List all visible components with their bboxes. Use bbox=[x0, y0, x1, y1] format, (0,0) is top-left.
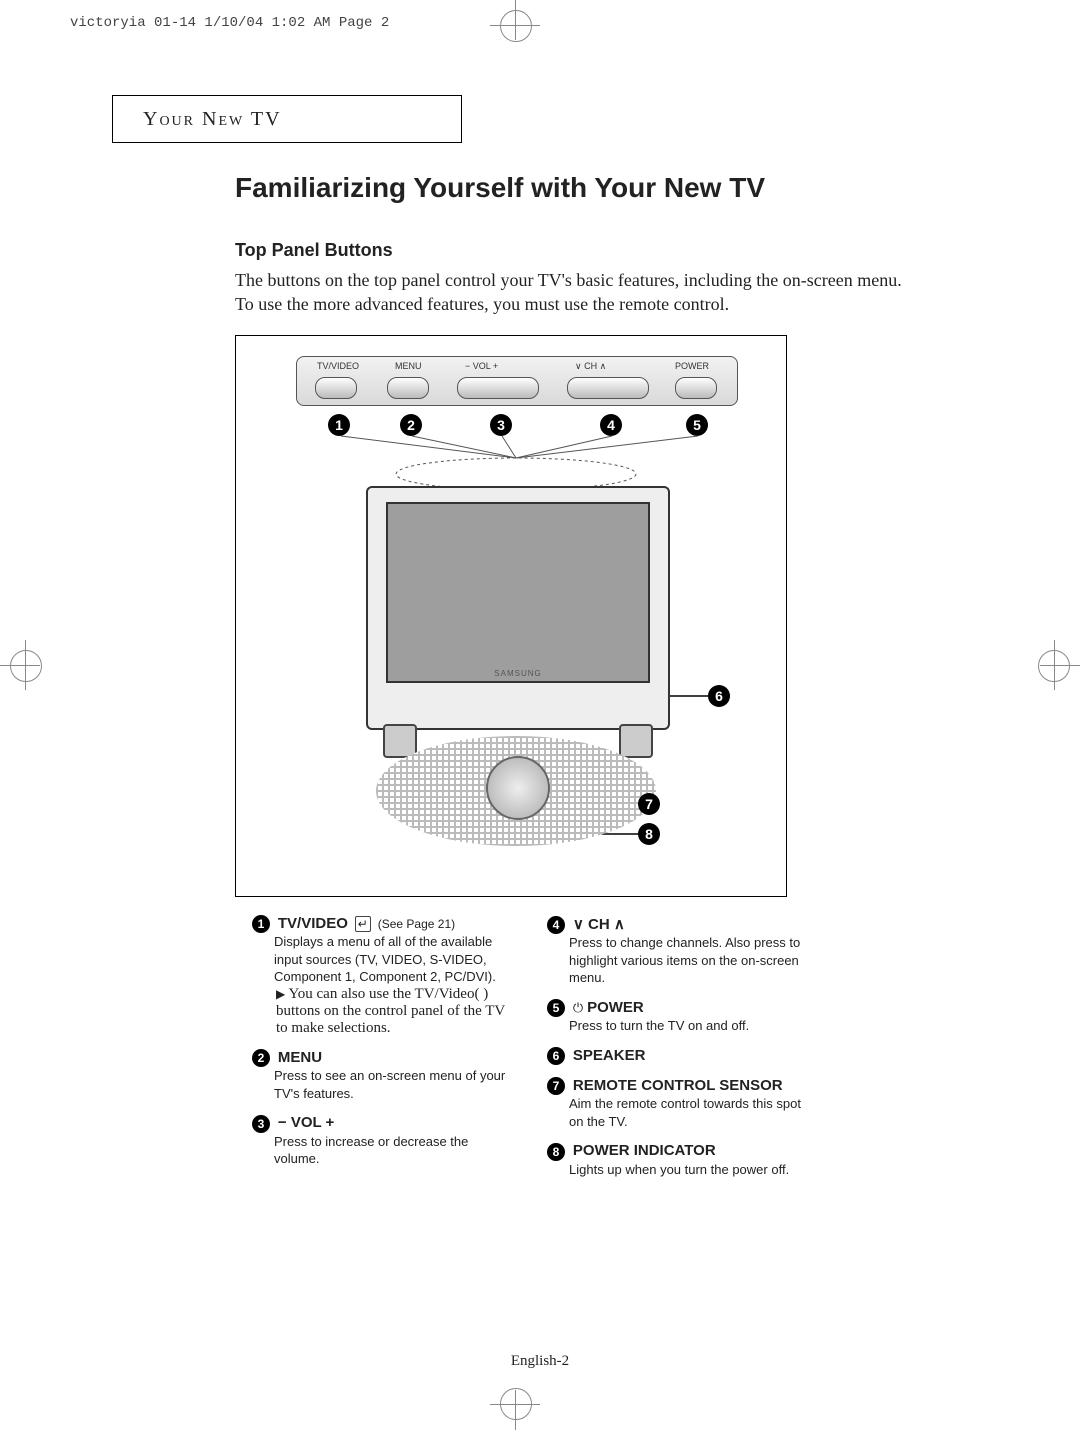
callout-7: 7 bbox=[638, 793, 660, 815]
legend-item-5: 5 ⏻ POWER Press to turn the TV on and of… bbox=[547, 999, 812, 1035]
legend-desc-3: Press to increase or decrease the volume… bbox=[274, 1133, 517, 1168]
legend-num-8: 8 bbox=[547, 1143, 565, 1161]
legend-desc-4: Press to change channels. Also press to … bbox=[569, 934, 812, 987]
tv-brand: SAMSUNG bbox=[368, 669, 668, 678]
legend-title-7: REMOTE CONTROL SENSOR bbox=[573, 1077, 783, 1094]
figure-box: TV/VIDEO MENU − VOL + ∨ CH ∧ POWER 1 2 3… bbox=[235, 335, 787, 897]
page-footer: English-2 bbox=[0, 1353, 1080, 1370]
legend-note-text: You can also use the TV/Video( ) buttons… bbox=[276, 986, 505, 1036]
legend-num-3: 3 bbox=[252, 1115, 270, 1133]
legend-num-5: 5 bbox=[547, 999, 565, 1017]
legend-num-7: 7 bbox=[547, 1077, 565, 1095]
legend-desc-5: Press to turn the TV on and off. bbox=[569, 1017, 812, 1035]
tv-screen bbox=[386, 502, 650, 683]
legend-desc-1: Displays a menu of all of the available … bbox=[274, 933, 517, 986]
sub-heading: Top Panel Buttons bbox=[235, 240, 393, 261]
triangle-icon: ▶ bbox=[276, 987, 285, 1001]
speaker-center bbox=[486, 756, 550, 820]
legend-item-8: 8 POWER INDICATOR Lights up when you tur… bbox=[547, 1142, 812, 1178]
source-icon: ↵ bbox=[355, 916, 371, 932]
legend-item-2: 2 MENU Press to see an on-screen menu of… bbox=[252, 1049, 517, 1102]
legend-item-3: 3 − VOL + Press to increase or decrease … bbox=[252, 1114, 517, 1167]
legend-item-6: 6 SPEAKER bbox=[547, 1047, 812, 1065]
legend-title-6: SPEAKER bbox=[573, 1047, 646, 1064]
legend-item-4: 4 ∨ CH ∧ Press to change channels. Also … bbox=[547, 915, 812, 987]
section-heading-box: Your New TV bbox=[112, 95, 462, 143]
legend-desc-8: Lights up when you turn the power off. bbox=[569, 1161, 812, 1179]
power-icon: ⏻ bbox=[573, 1000, 583, 1015]
legend: 1 TV/VIDEO ↵ (See Page 21) Displays a me… bbox=[252, 915, 812, 1190]
section-heading: Your New TV bbox=[143, 108, 282, 131]
legend-desc-2: Press to see an on-screen menu of your T… bbox=[274, 1067, 517, 1102]
legend-note-1: ▶ You can also use the TV/Video( ) butto… bbox=[276, 986, 517, 1037]
callout-6: 6 bbox=[708, 685, 730, 707]
legend-right-column: 4 ∨ CH ∧ Press to change channels. Also … bbox=[547, 915, 812, 1190]
legend-title-4: ∨ CH ∧ bbox=[573, 916, 625, 933]
legend-desc-7: Aim the remote control towards this spot… bbox=[569, 1095, 812, 1130]
tv-stand-right bbox=[619, 724, 653, 758]
page-title: Familiarizing Yourself with Your New TV bbox=[235, 172, 765, 204]
legend-num-2: 2 bbox=[252, 1049, 270, 1067]
legend-title-5: POWER bbox=[587, 999, 644, 1016]
legend-title-8: POWER INDICATOR bbox=[573, 1142, 716, 1159]
legend-num-1: 1 bbox=[252, 915, 270, 933]
legend-num-4: 4 bbox=[547, 916, 565, 934]
legend-title-2: MENU bbox=[278, 1049, 322, 1066]
legend-title-1: TV/VIDEO bbox=[278, 915, 348, 932]
legend-num-6: 6 bbox=[547, 1047, 565, 1065]
legend-left-column: 1 TV/VIDEO ↵ (See Page 21) Displays a me… bbox=[252, 915, 517, 1190]
intro-paragraph: The buttons on the top panel control you… bbox=[235, 268, 915, 317]
legend-item-7: 7 REMOTE CONTROL SENSOR Aim the remote c… bbox=[547, 1077, 812, 1130]
legend-item-1: 1 TV/VIDEO ↵ (See Page 21) Displays a me… bbox=[252, 915, 517, 1037]
legend-title-3: − VOL + bbox=[278, 1114, 334, 1131]
footer-text: English-2 bbox=[511, 1353, 569, 1369]
callout-8: 8 bbox=[638, 823, 660, 845]
legend-see-1: (See Page 21) bbox=[378, 917, 455, 931]
print-header: victoryia 01-14 1/10/04 1:02 AM Page 2 bbox=[70, 15, 389, 31]
tv-illustration: SAMSUNG bbox=[366, 486, 670, 730]
